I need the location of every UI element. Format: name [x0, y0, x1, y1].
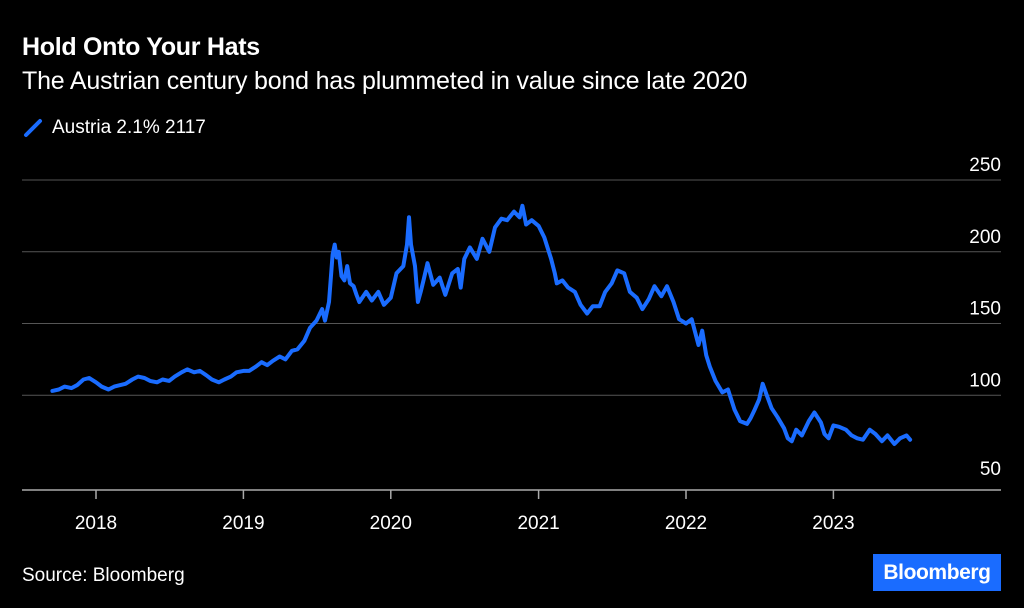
x-tick-label: 2019 — [222, 513, 264, 534]
x-tick-label: 2023 — [812, 513, 854, 534]
bloomberg-logo: Bloomberg — [873, 554, 1001, 591]
legend-label: Austria 2.1% 2117 — [52, 117, 206, 138]
line-chart: 50 100 150 200 250 2018 2019 2020 2021 2022 2023 — [22, 155, 1001, 534]
series-layer — [50, 203, 913, 446]
series-line — [50, 203, 913, 446]
y-tick-label: 150 — [969, 299, 1001, 320]
axis-layer: 50 100 150 200 250 2018 2019 2020 2021 2022 2023 — [22, 155, 1001, 534]
x-tick-label: 2018 — [75, 513, 117, 534]
source-note: Source: Bloomberg — [22, 565, 185, 586]
legend: Austria 2.1% 2117 — [22, 117, 206, 139]
grid-layer — [22, 179, 1001, 396]
legend-swatch-icon — [24, 119, 42, 137]
y-tick-label: 200 — [969, 227, 1001, 248]
x-tick-label: 2020 — [370, 513, 412, 534]
chart-title: Hold Onto Your Hats — [22, 33, 260, 61]
y-tick-label: 50 — [980, 459, 1001, 480]
x-tick-label: 2021 — [517, 513, 559, 534]
x-tick-label: 2022 — [665, 513, 707, 534]
y-tick-label: 250 — [969, 155, 1001, 176]
chart-subtitle: The Austrian century bond has plummeted … — [22, 67, 748, 95]
y-tick-label: 100 — [969, 370, 1001, 391]
